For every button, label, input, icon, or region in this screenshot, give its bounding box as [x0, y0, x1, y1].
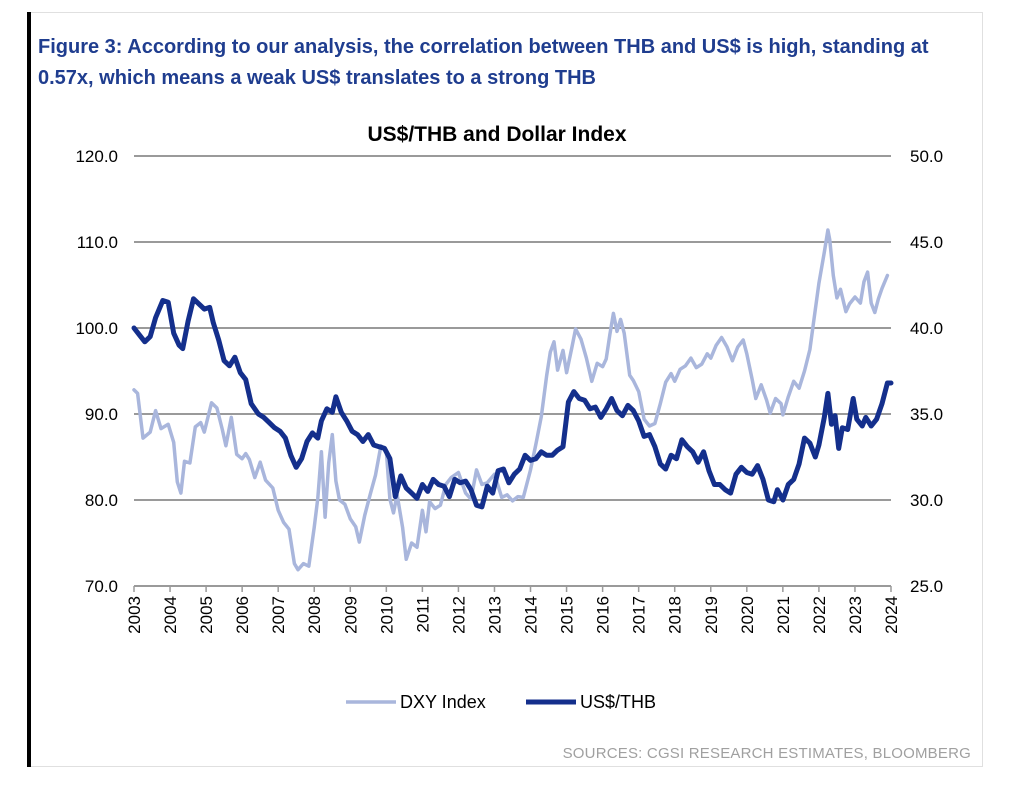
x-tick-label: 2015 — [558, 596, 577, 634]
series-group — [131, 228, 894, 572]
gridlines — [134, 155, 891, 587]
x-tick-label: 2003 — [125, 596, 144, 634]
x-tick-label: 2011 — [413, 596, 432, 633]
x-tick-label: 2014 — [522, 596, 541, 634]
y-axis-right: 25.0 30.0 35.0 40.0 45.0 50.0 — [910, 147, 943, 596]
y-left-tick-label: 120.0 — [75, 147, 118, 166]
frame-top-rule — [31, 12, 983, 13]
y-axis-left: 70.0 80.0 90.0 100.0 110.0 120.0 — [75, 147, 118, 596]
y-left-tick-label: 110.0 — [77, 233, 118, 252]
x-tick-label: 2008 — [305, 596, 324, 634]
y-right-tick-label: 30.0 — [910, 491, 943, 510]
x-tick-label: 2004 — [161, 596, 180, 634]
x-tick-label: 2005 — [197, 596, 216, 634]
x-tick-label: 2010 — [377, 596, 396, 634]
x-tick-label: 2020 — [738, 596, 757, 634]
frame-bottom-rule — [31, 766, 983, 767]
usd-thb-series-line — [131, 296, 894, 510]
figure-title: Figure 3: According to our analysis, the… — [38, 36, 929, 89]
source-note: SOURCES: CGSI RESEARCH ESTIMATES, BLOOMB… — [562, 745, 971, 762]
x-tick-label: 2019 — [702, 596, 721, 634]
y-right-tick-label: 45.0 — [910, 233, 943, 252]
y-right-tick-label: 25.0 — [910, 577, 943, 596]
y-left-tick-label: 90.0 — [85, 405, 118, 424]
x-tick-label: 2018 — [666, 596, 685, 634]
y-right-tick-label: 50.0 — [910, 147, 943, 166]
left-accent-bar — [27, 12, 31, 767]
x-tick-label: 2021 — [774, 596, 793, 634]
y-right-tick-label: 35.0 — [910, 405, 943, 424]
y-left-tick-label: 70.0 — [85, 577, 118, 596]
legend-label: DXY Index — [400, 692, 486, 712]
x-tick-label: 2013 — [485, 596, 504, 634]
x-tick-label: 2007 — [269, 596, 288, 634]
y-right-tick-label: 40.0 — [910, 319, 943, 338]
y-left-tick-label: 80.0 — [85, 491, 118, 510]
x-tick-label: 2022 — [810, 596, 829, 634]
x-tick-label: 2006 — [233, 596, 252, 634]
frame-right-rule — [982, 12, 983, 767]
legend: DXY Index US$/THB — [346, 692, 656, 712]
x-tick-label: 2023 — [846, 596, 865, 634]
dxy-series-line — [132, 228, 890, 572]
x-tick-label: 2009 — [341, 596, 360, 634]
x-tick-label: 2012 — [449, 596, 468, 634]
chart-title: US$/THB and Dollar Index — [367, 123, 626, 146]
x-tick-label: 2017 — [630, 596, 649, 634]
x-tick-label: 2016 — [594, 596, 613, 634]
x-axis: 2003 2004 2005 2006 2007 2008 2009 2010 2011 2012… — [125, 586, 901, 634]
y-left-tick-label: 100.0 — [75, 319, 118, 338]
x-tick-label: 2024 — [882, 596, 901, 634]
legend-label: US$/THB — [580, 692, 656, 712]
